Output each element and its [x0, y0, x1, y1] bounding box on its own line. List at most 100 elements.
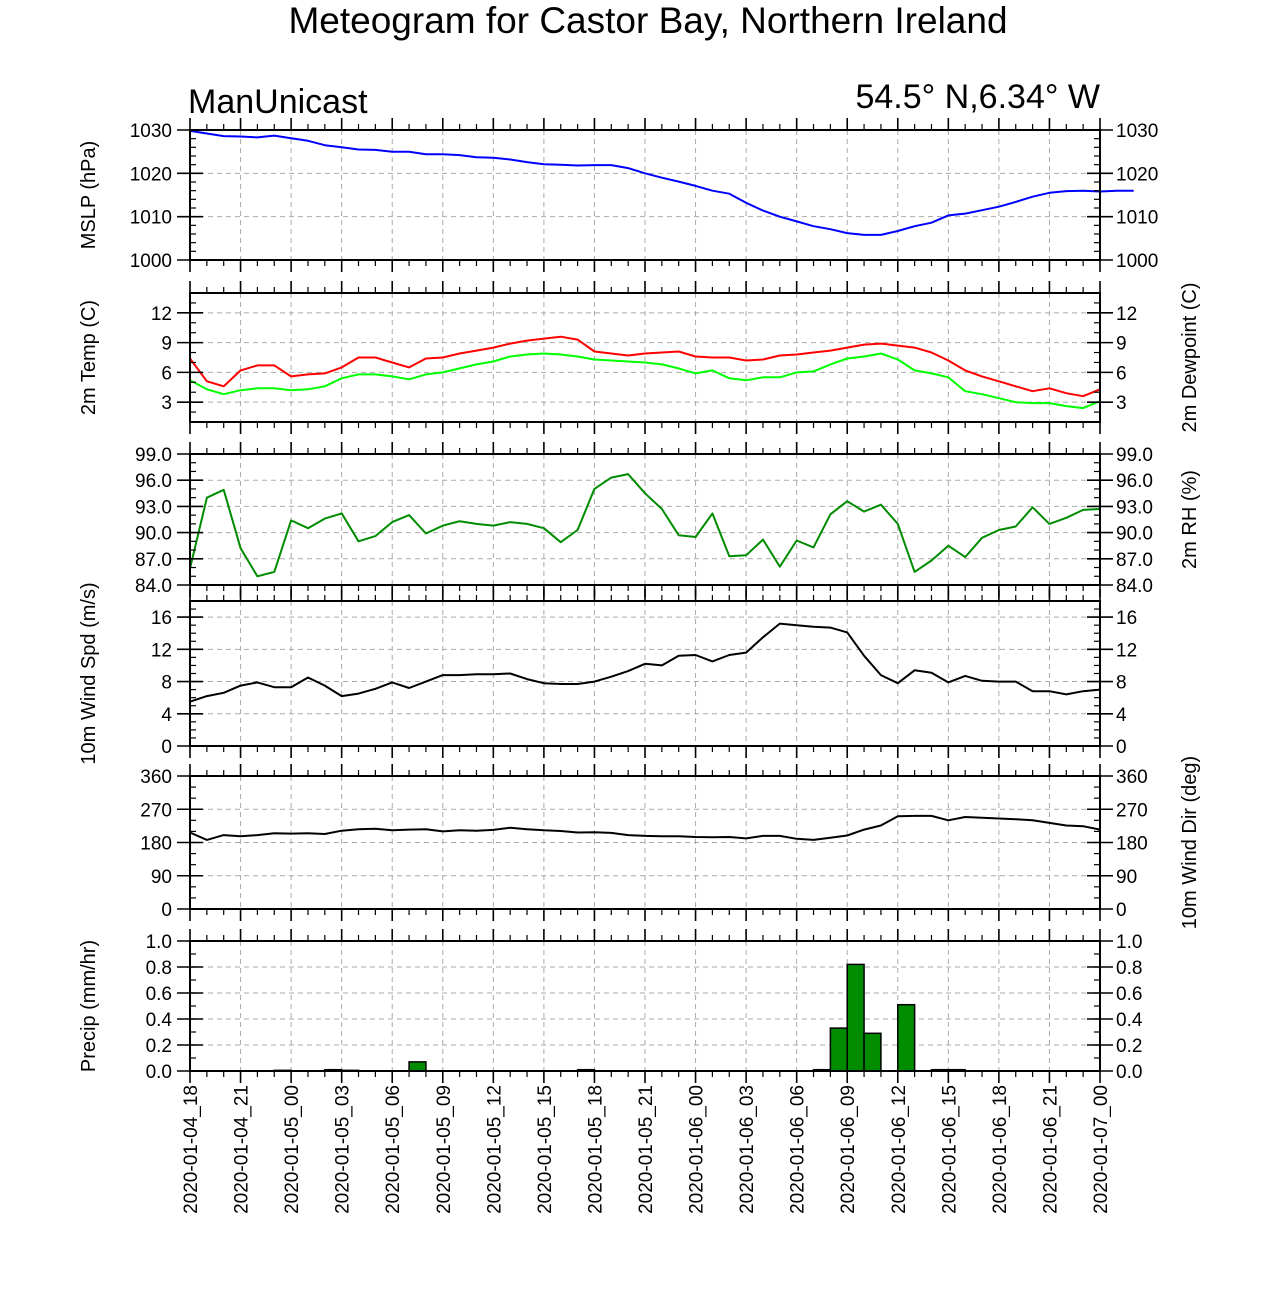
y-tick-label-right: 180 — [1116, 834, 1148, 855]
y-tick-label-left: 0.0 — [146, 1062, 172, 1083]
y-tick-label-right: 6 — [1116, 363, 1127, 384]
y-tick-label-right: 0.8 — [1116, 958, 1142, 979]
panel-4: 0 0 90 90 180 180 270 270 360 360 10m Wind Dir (de… — [140, 756, 1201, 929]
y-axis-label-left: Precip (mm/hr) — [78, 940, 100, 1072]
y-tick-label-left: 1.0 — [146, 932, 172, 953]
x-tick-label: 2020-01-06_00 — [687, 1085, 708, 1214]
y-axis-label-right: 2m Dewpoint (C) — [1179, 282, 1201, 432]
panel-2: 84.0 84.0 87.0 87.0 90.0 90.0 93.0 93.0 96.0 96.0… — [135, 442, 1201, 597]
panel-0: 1000 1000 1010 1010 1020 1020 1030 1030 MSLP (hP… — [78, 118, 1158, 272]
x-tick-label: 2020-01-05_21 — [636, 1085, 657, 1214]
y-axis-label-left: MSLP (hPa) — [78, 141, 100, 250]
y-tick-label-left: 0 — [161, 737, 172, 758]
series-line-0 — [189, 129, 1134, 236]
y-tick-label-right: 93.0 — [1116, 497, 1153, 518]
y-tick-label-right: 87.0 — [1116, 550, 1153, 571]
y-tick-label-left: 270 — [140, 800, 172, 821]
panel-5: 0.0 0.0 0.2 0.2 0.4 0.4 0.6 0.6 0.8 0.8 1.0 1.0 Prec… — [78, 929, 1143, 1083]
y-tick-label-left: 6 — [161, 363, 172, 384]
x-tick-label: 2020-01-06_03 — [737, 1085, 758, 1214]
y-tick-label-left: 4 — [161, 705, 172, 726]
y-tick-label-left: 12 — [151, 304, 172, 325]
y-tick-label-left: 0.8 — [146, 958, 172, 979]
y-tick-label-right: 0.0 — [1116, 1062, 1142, 1083]
x-tick-label: 2020-01-06_21 — [1040, 1085, 1061, 1214]
x-tick-label: 2020-01-05_18 — [585, 1085, 606, 1214]
y-axis-label-left: 10m Wind Spd (m/s) — [78, 582, 100, 764]
x-tick-label: 2020-01-06_12 — [889, 1085, 910, 1214]
series-line-0 — [189, 622, 1101, 703]
y-tick-label-left: 1000 — [130, 251, 172, 272]
y-axis-label-right: 10m Wind Dir (deg) — [1179, 756, 1201, 929]
y-tick-label-right: 16 — [1116, 608, 1137, 629]
y-tick-label-right: 96.0 — [1116, 471, 1153, 492]
y-tick-label-left: 0.2 — [146, 1036, 172, 1057]
x-tick-label: 2020-01-05_09 — [434, 1085, 455, 1214]
y-tick-label-left: 87.0 — [135, 550, 172, 571]
y-tick-label-left: 360 — [140, 767, 172, 788]
y-tick-label-right: 90.0 — [1116, 524, 1153, 545]
y-tick-label-left: 1030 — [130, 121, 172, 142]
y-tick-label-right: 84.0 — [1116, 576, 1153, 597]
panel-1: 3 3 6 6 9 9 12 12 2m Temp (C) 2m Dewpoint (C) — [78, 281, 1201, 434]
y-tick-label-right: 1020 — [1116, 164, 1158, 185]
y-tick-label-left: 1020 — [130, 164, 172, 185]
series-line-0 — [189, 335, 1101, 398]
y-tick-label-left: 90 — [151, 867, 172, 888]
y-tick-label-left: 0.6 — [146, 984, 172, 1005]
x-tick-label: 2020-01-05_12 — [484, 1085, 505, 1214]
y-tick-label-left: 16 — [151, 608, 172, 629]
panels: 1000 1000 1010 1010 1020 1020 1030 1030 MSLP (hP… — [78, 118, 1201, 1083]
y-tick-label-left: 90.0 — [135, 524, 172, 545]
time-axis: 2020-01-04_18 2020-01-04_21 2020-01-05_00 2… — [181, 1085, 1112, 1214]
y-axis-label-right: 2m RH (%) — [1179, 470, 1201, 569]
precip-bar — [846, 963, 865, 1072]
y-tick-label-right: 0 — [1116, 900, 1127, 921]
panel-3: 0 0 4 4 8 8 12 12 16 16 10m Wind Spd (m/s) — [78, 582, 1137, 764]
y-tick-label-right: 8 — [1116, 673, 1127, 694]
y-tick-label-right: 0.6 — [1116, 984, 1142, 1005]
y-tick-label-right: 3 — [1116, 393, 1127, 414]
x-tick-label: 2020-01-06_15 — [939, 1085, 960, 1214]
y-tick-label-left: 0.4 — [146, 1010, 173, 1031]
y-tick-label-left: 99.0 — [135, 445, 172, 466]
y-tick-label-right: 9 — [1116, 334, 1127, 355]
y-tick-label-left: 8 — [161, 673, 172, 694]
y-tick-label-left: 93.0 — [135, 497, 172, 518]
x-tick-label: 2020-01-06_18 — [990, 1085, 1011, 1214]
x-tick-label: 2020-01-05_06 — [383, 1085, 404, 1214]
x-tick-label: 2020-01-06_06 — [788, 1085, 809, 1214]
series-line-0 — [189, 814, 1101, 841]
y-tick-label-left: 84.0 — [135, 576, 172, 597]
y-tick-label-right: 0.2 — [1116, 1036, 1142, 1057]
y-tick-label-right: 1000 — [1116, 251, 1158, 272]
y-tick-label-left: 96.0 — [135, 471, 172, 492]
precip-bar — [897, 1003, 916, 1072]
precip-bar — [408, 1061, 427, 1072]
precip-bar — [863, 1032, 882, 1072]
x-tick-label: 2020-01-07_00 — [1091, 1085, 1112, 1214]
y-tick-label-right: 4 — [1116, 705, 1127, 726]
x-tick-label: 2020-01-05_15 — [535, 1085, 556, 1214]
y-tick-label-right: 360 — [1116, 767, 1148, 788]
x-tick-label: 2020-01-05_03 — [333, 1085, 354, 1214]
y-tick-label-left: 0 — [161, 900, 172, 921]
chart-title: Meteogram for Castor Bay, Northern Irela… — [288, 0, 1007, 41]
model-name: ManUnicast — [188, 83, 368, 121]
y-tick-label-right: 1010 — [1116, 208, 1158, 229]
location-coordinates: 54.5° N,6.34° W — [855, 78, 1100, 116]
y-tick-label-right: 12 — [1116, 304, 1137, 325]
y-tick-label-left: 3 — [161, 393, 172, 414]
y-tick-label-left: 180 — [140, 834, 172, 855]
y-tick-label-right: 1.0 — [1116, 932, 1142, 953]
y-tick-label-right: 0.4 — [1116, 1010, 1143, 1031]
y-tick-label-left: 1010 — [130, 208, 172, 229]
x-tick-label: 2020-01-04_18 — [181, 1085, 202, 1214]
y-tick-label-left: 12 — [151, 640, 172, 661]
x-tick-label: 2020-01-04_21 — [232, 1085, 253, 1214]
series-line-0 — [189, 473, 1101, 578]
y-axis-label-left: 2m Temp (C) — [78, 300, 100, 415]
x-tick-label: 2020-01-05_00 — [282, 1085, 303, 1214]
y-tick-label-right: 99.0 — [1116, 445, 1153, 466]
